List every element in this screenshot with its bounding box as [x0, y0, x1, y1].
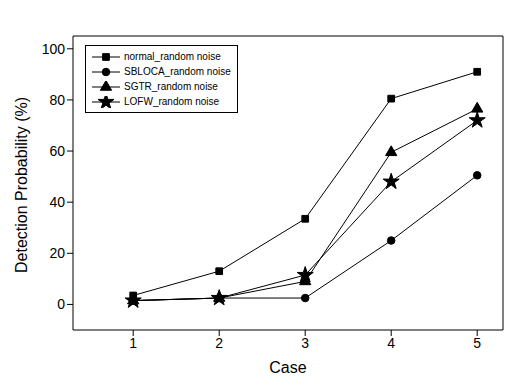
svg-text:60: 60: [49, 143, 65, 159]
svg-text:1: 1: [129, 335, 137, 351]
html-text:LOFW_random noise: LOFW_random noise: [124, 96, 219, 107]
svg-text:3: 3: [301, 335, 309, 351]
html-text:normal_random noise: normal_random noise: [124, 51, 221, 62]
svg-text:Case: Case: [269, 359, 306, 376]
svg-text:100: 100: [42, 41, 66, 57]
svg-text:0: 0: [57, 296, 65, 312]
svg-text:Detection Probability (%): Detection Probability (%): [13, 97, 30, 273]
svg-text:4: 4: [387, 335, 395, 351]
svg-text:2: 2: [215, 335, 223, 351]
html-text:SGTR_random noise: SGTR_random noise: [124, 81, 218, 92]
svg-text:5: 5: [473, 335, 481, 351]
html-text:SBLOCA_random noise: SBLOCA_random noise: [124, 66, 231, 77]
svg-text:20: 20: [49, 245, 65, 261]
svg-text:40: 40: [49, 194, 65, 210]
svg-text:80: 80: [49, 92, 65, 108]
